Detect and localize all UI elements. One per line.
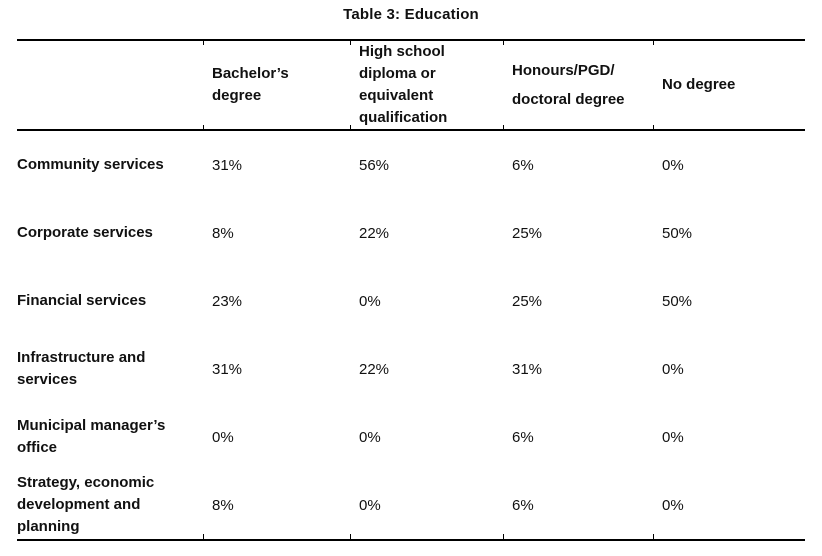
value-cell: 8%	[212, 224, 234, 242]
table-head: Bachelor’s degree High school diploma or equ…	[17, 39, 805, 131]
value-cell: 31%	[212, 156, 243, 174]
row-label-line: office	[17, 439, 58, 456]
column-header-department	[17, 39, 203, 131]
value-cell: 6%	[503, 471, 653, 541]
value-cell: 0%	[653, 471, 805, 541]
column-header-line: diploma or	[359, 65, 436, 82]
column-header-line: Bachelor’s	[212, 65, 289, 82]
column-header-honours-pgd-doctoral: Honours/PGD/doctoral degree	[503, 39, 653, 131]
education-table: Bachelor’s degree High school diploma or equ…	[17, 39, 805, 541]
row-label: Financial services	[17, 267, 203, 335]
value-cell: 0%	[662, 156, 684, 174]
column-header-bachelors-degree: Bachelor’s degree	[203, 39, 350, 131]
value-cell: 31%	[512, 360, 543, 378]
value-cell: 8%	[203, 471, 350, 541]
row-label: Strategy, economic development and plannin…	[17, 471, 203, 541]
row-label-line: services	[17, 371, 78, 388]
row-label: Community services	[17, 131, 203, 199]
value-cell: 31%	[212, 360, 243, 378]
value-cell: 25%	[512, 292, 543, 310]
value-cell: 25%	[512, 224, 543, 242]
value-cell: 6%	[512, 156, 534, 174]
row-label-line: Community services	[17, 156, 164, 173]
value-cell: 0%	[359, 292, 381, 310]
table-row: Infrastructure and services 31% 22% 31% 0%	[17, 335, 805, 403]
column-header-line: degree	[212, 87, 262, 104]
row-label-line: development and	[17, 496, 141, 513]
table-row: Strategy, economic development and plannin…	[17, 471, 805, 541]
column-header-line: No degree	[662, 76, 736, 93]
value-cell: 22%	[359, 360, 390, 378]
row-label-line: Strategy, economic	[17, 474, 155, 491]
table-row: Corporate services 8% 22% 25% 50%	[17, 199, 805, 267]
table-row: Municipal manager’s office 0% 0% 6% 0%	[17, 403, 805, 471]
row-label: Municipal manager’s office	[17, 403, 203, 471]
column-header-no-degree: No degree	[653, 39, 805, 131]
column-header-line: equivalent	[359, 87, 434, 104]
value-cell: 50%	[662, 292, 693, 310]
value-cell: 0%	[350, 471, 503, 541]
row-label: Corporate services	[17, 199, 203, 267]
row-label-line: Municipal manager’s	[17, 417, 166, 434]
column-header-line: Honours/PGD/	[512, 62, 615, 79]
table-row: Community services 31% 56% 6% 0%	[17, 131, 805, 199]
value-cell: 0%	[212, 428, 234, 446]
table-row: Financial services 23% 0% 25% 50%	[17, 267, 805, 335]
table-body: Community services 31% 56% 6% 0% Corporate se…	[17, 131, 805, 541]
value-cell: 0%	[662, 428, 684, 446]
row-label-line: Financial services	[17, 292, 147, 309]
column-header-line: qualification	[359, 109, 448, 126]
value-cell: 0%	[359, 428, 381, 446]
column-header-line: doctoral degree	[512, 91, 625, 108]
value-cell: 56%	[359, 156, 390, 174]
value-cell: 0%	[662, 360, 684, 378]
table-title: Table 3: Education	[343, 6, 479, 23]
column-header-line: High school	[359, 43, 445, 60]
value-cell: 22%	[359, 224, 390, 242]
row-label-line: planning	[17, 518, 80, 535]
column-header-high-school-diploma: High school diploma or equivalent qualifica…	[350, 39, 503, 131]
row-label-line: Infrastructure and	[17, 349, 146, 366]
header-row: Bachelor’s degree High school diploma or equ…	[17, 39, 805, 131]
row-label-line: Corporate services	[17, 224, 153, 241]
value-cell: 50%	[662, 224, 693, 242]
value-cell: 6%	[512, 428, 534, 446]
value-cell: 23%	[212, 292, 243, 310]
row-label: Infrastructure and services	[17, 335, 203, 403]
